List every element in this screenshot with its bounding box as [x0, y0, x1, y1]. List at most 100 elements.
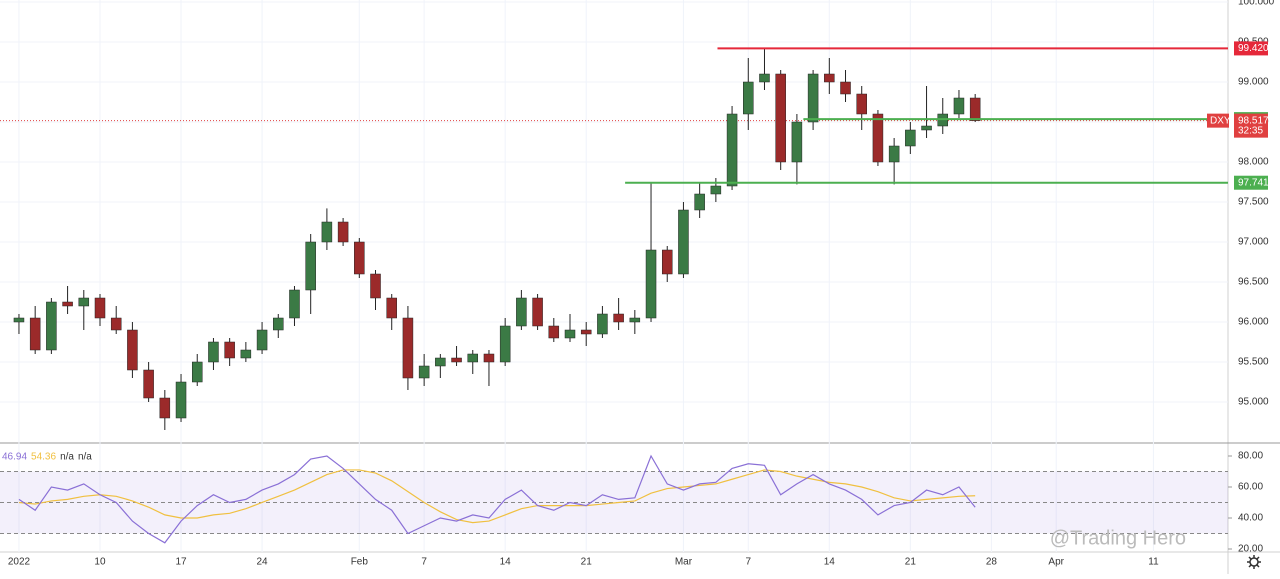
y-tick-label: 80.00 [1238, 451, 1263, 462]
symbol-badge [1207, 113, 1229, 128]
candle-body [807, 73, 819, 123]
candle-body [775, 73, 786, 163]
level-label: 99.420 [1238, 43, 1269, 54]
y-tick-label: 96.500 [1238, 277, 1269, 288]
x-tick-label: 2022 [8, 557, 31, 568]
candle-body [921, 125, 932, 131]
candle-body [953, 97, 965, 115]
candle-body [856, 93, 867, 115]
candle-body [386, 297, 397, 319]
candle-body [94, 297, 106, 319]
candle-body [548, 325, 560, 339]
y-tick-label: 97.500 [1238, 197, 1269, 208]
x-tick-label: 21 [905, 557, 917, 568]
candle-body [78, 297, 90, 307]
candle-body [127, 329, 138, 371]
candle-body [256, 329, 268, 351]
plot: 95.000 95.500 96.000 96.500 97.000 97.500 98.0… [0, 0, 1275, 568]
candle-body [191, 361, 203, 383]
y-tick-label: 95.500 [1238, 357, 1269, 368]
candle-body [597, 313, 608, 335]
level-badge [1234, 175, 1268, 190]
candle-body [321, 221, 333, 243]
watermark: @Trading Hero [1050, 527, 1186, 549]
level-badge [1234, 41, 1268, 56]
symbol-label: DXY [1210, 115, 1231, 126]
candle-body [694, 193, 705, 211]
legend-value: n/a [78, 452, 92, 463]
candle-body [224, 341, 235, 359]
candle-body [840, 81, 851, 95]
x-tick-label: Mar [675, 557, 693, 568]
x-tick-label: 14 [500, 557, 512, 568]
x-tick-label: Feb [351, 557, 369, 568]
y-tick-label: 97.000 [1238, 237, 1269, 248]
candle-body [516, 297, 527, 327]
candle-body [824, 73, 835, 83]
level-label: 97.741 [1238, 177, 1269, 188]
legend-value: 54.36 [31, 452, 56, 463]
candle-body [580, 329, 592, 335]
candle-body [969, 97, 981, 121]
candle-body [645, 249, 657, 319]
candle-body [710, 185, 722, 195]
settings-icon[interactable] [1247, 555, 1261, 569]
candle-body [483, 353, 495, 363]
candle-body [467, 353, 479, 363]
last-price-badge [1234, 113, 1268, 138]
candle-body [305, 241, 316, 291]
x-tick-label: 7 [745, 557, 751, 568]
candle-body [726, 113, 738, 187]
candle-body [888, 145, 900, 163]
x-tick-label: 21 [581, 557, 593, 568]
candle-body [62, 301, 73, 307]
candle-body [402, 317, 414, 379]
candle-body [435, 357, 446, 367]
x-tick-label: Apr [1048, 557, 1064, 568]
candle-body [629, 317, 641, 323]
candle-body [791, 121, 803, 163]
candle-body [354, 241, 365, 275]
candle-body [418, 365, 430, 379]
candle-body [532, 297, 543, 327]
legend-value: n/a [60, 452, 74, 463]
candle-body [289, 289, 300, 319]
candle-body [759, 73, 770, 83]
x-tick-label: 14 [824, 557, 836, 568]
candle-body [613, 313, 624, 323]
y-tick-label: 98.000 [1238, 157, 1269, 168]
rsi-line [18, 454, 976, 544]
countdown-label: 32:35 [1238, 125, 1263, 136]
y-tick-label: 99.000 [1238, 77, 1269, 88]
y-tick-label: 40.00 [1238, 513, 1263, 524]
y-tick-label: 20.00 [1238, 544, 1263, 555]
candle-body [143, 369, 154, 399]
candle-body [661, 249, 673, 275]
candle-body [905, 129, 916, 147]
candle-body [110, 317, 122, 331]
candle-body [46, 301, 57, 351]
y-tick-label: 96.000 [1238, 317, 1269, 328]
candle-body [29, 317, 41, 351]
candle-body [159, 397, 171, 419]
x-tick-label: 10 [94, 557, 106, 568]
candle-body [872, 113, 884, 163]
legend-value: 46.94 [2, 452, 27, 463]
candle-body [499, 325, 511, 363]
y-tick-label: 95.000 [1238, 397, 1269, 408]
x-tick-label: 24 [257, 557, 269, 568]
candle-body [370, 273, 381, 299]
candle-body [175, 381, 187, 419]
rsi-line [18, 469, 976, 524]
x-tick-label: 11 [1148, 557, 1159, 568]
x-tick-label: 28 [986, 557, 998, 568]
y-tick-label: 60.00 [1238, 482, 1263, 493]
candle-body [678, 209, 689, 275]
candle-body [273, 317, 284, 331]
candle-body [451, 357, 462, 363]
candle-body [240, 349, 252, 359]
candle-body [208, 341, 219, 363]
last-price-label: 98.517 [1238, 115, 1269, 126]
